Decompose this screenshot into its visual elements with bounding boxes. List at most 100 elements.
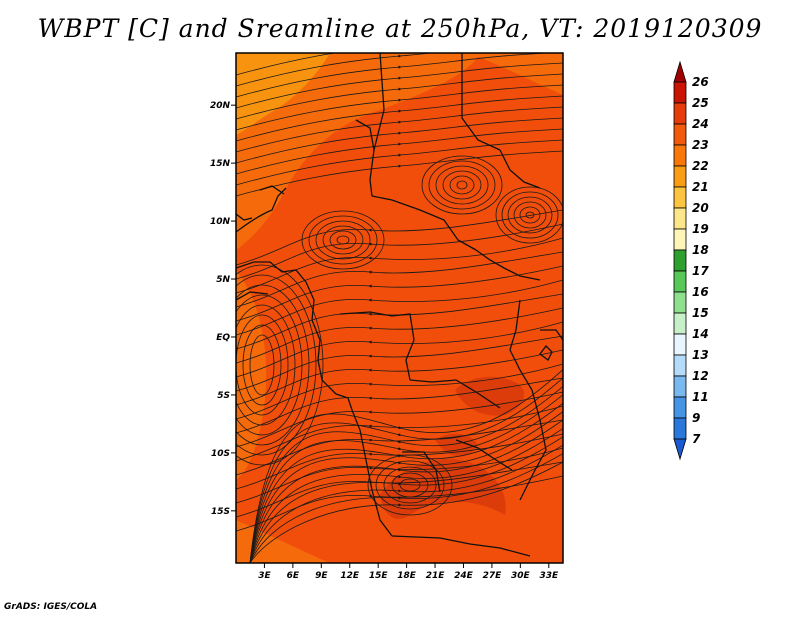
streamline [519, 206, 541, 224]
country-border [335, 393, 393, 537]
country-border [402, 451, 441, 493]
streamline [449, 175, 475, 195]
streamline [236, 117, 563, 164]
streamline [236, 53, 553, 98]
streamline [399, 478, 421, 492]
y-tick-label: 20N [210, 101, 231, 111]
streamline [367, 454, 453, 516]
country-border [455, 439, 513, 471]
x-tick-label: 21E [426, 571, 446, 581]
colorbar-segment [673, 270, 687, 293]
x-tick-label: 12E [340, 571, 360, 581]
country-border [305, 281, 337, 395]
streamline [435, 165, 489, 205]
streamline [375, 460, 445, 510]
colorbar-label: 14 [692, 327, 709, 341]
grads-credit: GrADS: IGES/COLA [4, 602, 98, 612]
streamline [236, 349, 563, 406]
streamline [456, 180, 468, 190]
x-tick-label: 33E [539, 571, 559, 581]
streamline [421, 155, 503, 215]
streamline [236, 391, 563, 448]
colorbar-label: 22 [692, 159, 709, 173]
streamline [236, 106, 563, 153]
streamline [249, 461, 563, 563]
y-tick-label: 5N [216, 275, 230, 285]
x-tick-label: 27E [483, 571, 503, 581]
y-axis: 20N 15N 10N 5N EQ 5S 10S 15S [210, 101, 236, 517]
country-border [539, 345, 553, 361]
x-axis: 3E 6E 9E 12E 15E 18E 21E 24E 27E 30E 33E [258, 563, 559, 581]
streamline [236, 95, 563, 142]
colorbar-segment [673, 291, 687, 314]
streamline [236, 307, 563, 364]
colorbar-segment [673, 354, 687, 377]
colorbar-segment [673, 102, 687, 125]
x-tick-label: 18E [397, 571, 417, 581]
country-border [339, 311, 415, 381]
streamline [236, 139, 563, 186]
streamline [236, 447, 563, 504]
streamline [301, 210, 385, 270]
streamline [242, 324, 282, 406]
country-border [391, 535, 531, 557]
colorbar-segment [673, 81, 687, 104]
colorbar-segment [673, 165, 687, 188]
streamline [249, 369, 563, 563]
colorbar-segment [673, 249, 687, 272]
streamline [236, 304, 296, 426]
colorbar-segment [673, 123, 687, 146]
country-border [236, 213, 253, 221]
colorbar-label: 13 [692, 348, 709, 362]
colorbar-top-triangle [673, 60, 687, 83]
streamlines [236, 53, 563, 563]
streamline [249, 411, 563, 563]
x-tick-label: 30E [511, 571, 531, 581]
colorbar-segment [673, 375, 687, 398]
streamline [383, 466, 437, 504]
x-tick-label: 24E [454, 571, 474, 581]
colorbar-label: 21 [692, 180, 709, 194]
streamline [249, 394, 563, 563]
colorbar-segment [673, 144, 687, 167]
streamline [236, 53, 435, 87]
streamline [315, 220, 371, 260]
plot-area: 3E 6E 9E 12E 15E 18E 21E 24E 27E 30E 33E 20N 15N 10N… [210, 52, 564, 581]
country-border [373, 53, 385, 151]
streamline [249, 444, 563, 563]
warm-region [236, 53, 480, 250]
streamline [249, 377, 563, 563]
streamline [236, 73, 563, 120]
colorbar-label: 15 [692, 306, 709, 320]
streamline [513, 201, 547, 229]
streamline [308, 215, 378, 265]
streamline [249, 334, 275, 396]
colorbar-label: 17 [692, 264, 709, 278]
streamline [336, 235, 350, 245]
colorbar-bottom-triangle [673, 438, 687, 461]
y-tick-label: EQ [216, 333, 230, 343]
colorbar-label: 9 [692, 411, 700, 425]
streamline [236, 363, 563, 420]
streamline [428, 160, 496, 210]
streamline [249, 428, 563, 563]
country-border [461, 53, 501, 151]
x-tick-label: 3E [258, 571, 271, 581]
country-border [475, 249, 541, 281]
streamline [236, 62, 563, 109]
x-tick-label: 15E [369, 571, 389, 581]
streamline [236, 433, 563, 490]
country-border [371, 195, 477, 251]
colorbar-label: 19 [692, 222, 709, 236]
colorbar-label: 11 [692, 390, 709, 404]
country-borders [236, 53, 563, 557]
country-border [540, 329, 563, 341]
plot-frame [235, 52, 564, 564]
colorbar-label: 20 [692, 201, 709, 215]
colorbar-segment [673, 312, 687, 335]
country-border [259, 185, 285, 195]
streamline [236, 84, 563, 131]
colorbar-segment [673, 207, 687, 230]
y-tick-label: 10N [210, 217, 231, 227]
